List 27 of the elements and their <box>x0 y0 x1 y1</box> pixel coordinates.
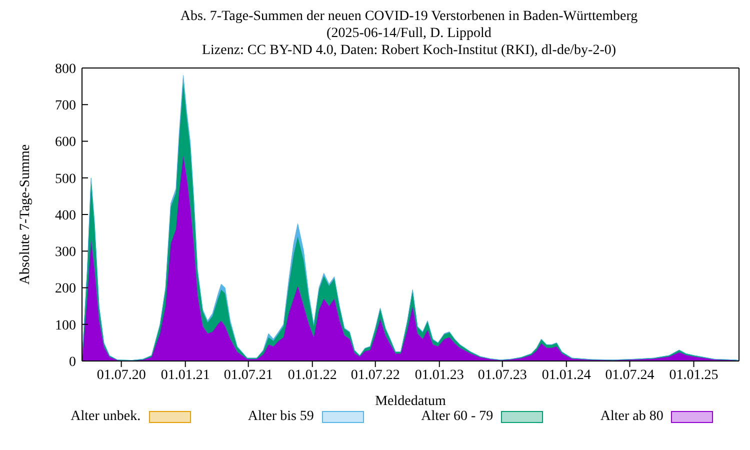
chart-subtitle: (2025-06-14/Full, D. Lippold Lizenz: CC BY-ND 4.0, Daten: Robert Koch-Institut (RKI), dl-de/by-2-0) <box>200 25 618 59</box>
x-tick-label: 01.07.21 <box>224 368 273 383</box>
x-tick-label: 01.01.24 <box>542 368 591 383</box>
legend-label: Alter bis 59 <box>248 409 314 425</box>
x-tick-label: 01.01.22 <box>288 368 337 383</box>
x-tick-label: 01.07.23 <box>478 368 527 383</box>
y-axis-title: Absolute 7-Tage-Summe <box>18 144 33 285</box>
x-tick-label: 01.01.25 <box>669 368 718 383</box>
x-tick-label: 01.07.22 <box>350 368 400 383</box>
y-tick-label: 300 <box>55 245 76 260</box>
legend-label: Alter 60 - 79 <box>421 409 494 425</box>
y-tick-label: 100 <box>55 318 76 334</box>
y-tick-label: 800 <box>55 62 76 77</box>
x-tick-label: 01.07.20 <box>96 368 146 383</box>
x-tick-label: 01.01.23 <box>414 368 464 383</box>
x-tick-label: 01.01.21 <box>160 368 210 383</box>
legend-label: Alter ab 80 <box>600 409 664 425</box>
x-tick-label: 01.07.24 <box>605 368 654 383</box>
chart-title: Abs. 7-Tage-Summen der neuen COVID-19 Verstorbenen in Baden-Württemberg <box>179 8 639 25</box>
y-tick-label: 400 <box>55 208 76 224</box>
y-tick-label: 700 <box>55 98 76 114</box>
x-axis-title: Meldedatum <box>375 394 446 409</box>
legend-label: Alter unbek. <box>70 409 141 425</box>
y-tick-label: 600 <box>55 135 76 150</box>
y-tick-label: 200 <box>55 282 76 297</box>
y-tick-label: 500 <box>55 172 76 187</box>
y-tick-label: 0 <box>69 354 76 370</box>
